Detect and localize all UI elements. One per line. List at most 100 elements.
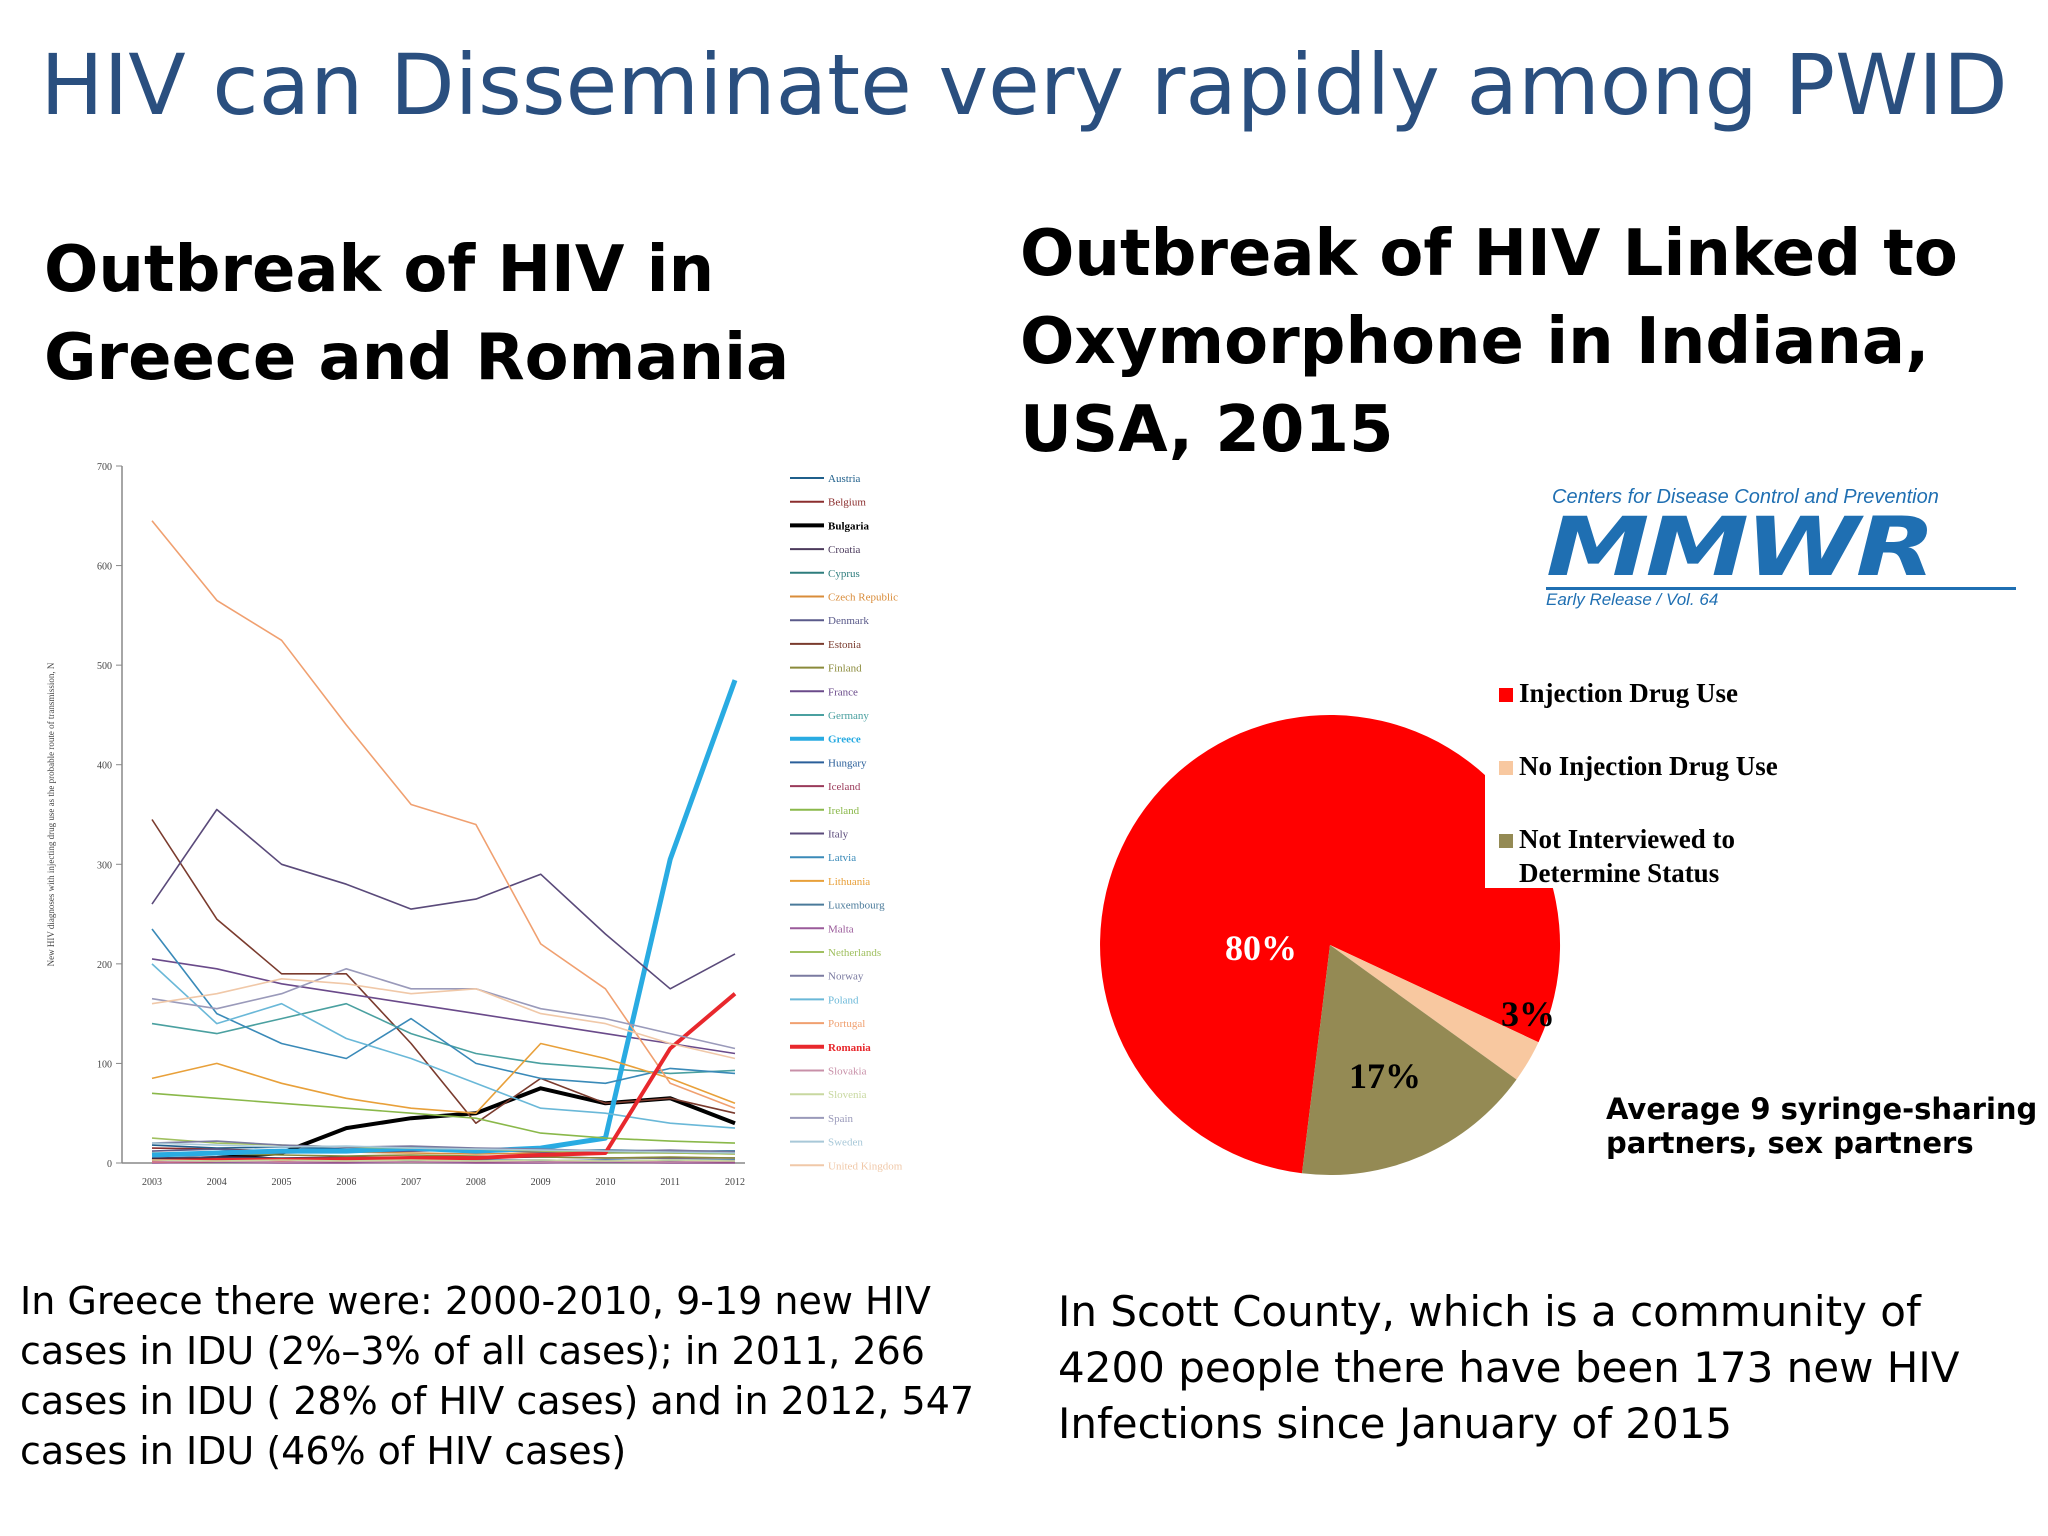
right-heading-line: Oxymorphone in Indiana, [1020,305,1930,379]
series-line [151,1159,736,1162]
legend-label: Greece [828,734,861,746]
pie-note-line: Average 9 syringe-sharing [1606,1092,2038,1126]
x-tick-label: 2007 [401,1177,421,1188]
pie-legend-swatch [1499,688,1513,702]
pie-legend-label: Determine Status [1519,858,1719,888]
x-tick-label: 2004 [207,1177,227,1188]
series-line [151,992,737,1163]
x-tick-label: 2006 [336,1177,356,1188]
legend-label: Bulgaria [828,520,869,532]
legend-label: Poland [828,994,859,1006]
legend-label: Norway [828,971,864,983]
series-line [151,928,736,1085]
legend-label: Ireland [828,805,860,817]
legend-label: Estonia [828,639,861,651]
right-heading: Outbreak of HIV Linked to Oxymorphone in… [1020,210,2020,474]
legend-label: Romania [828,1042,871,1054]
right-body-line: Infections since January of 2015 [1058,1399,1733,1448]
legend-label: Sweden [828,1137,863,1149]
line-chart: 0 100 200 300 400 500 600 700 2003 2004 2005 2006 20… [46,462,903,1188]
pie-data-label: 17% [1349,1056,1421,1096]
left-body-line: cases in IDU ( 28% of HIV cases) and in … [20,1379,975,1423]
mmwr-agency-text: Centers for Disease Control and Preventi… [1552,486,1939,508]
x-tick-label: 2005 [272,1177,292,1188]
legend-label: Austria [828,473,861,485]
legend-label: Slovenia [828,1089,867,1101]
legend-label: Denmark [828,615,869,627]
pie-legend-swatch [1499,761,1513,775]
mmwr-wordmark: MMWR [1546,499,1936,595]
y-axis-label: New HIV diagnoses with injecting drug us… [46,662,56,966]
legend-label: Cyprus [828,568,860,580]
pie-note: Average 9 syringe-sharing partners, sex … [1606,1092,2037,1160]
pie-legend-swatch [1499,834,1513,848]
series-line [151,963,736,1129]
pie-note-line: partners, sex partners [1606,1126,1974,1160]
right-body-line: In Scott County, which is a community of [1058,1287,1921,1336]
series-line [151,1140,736,1153]
x-tick-label: 2012 [725,1177,745,1188]
legend-label: Germany [828,710,869,722]
series-line [151,1160,736,1163]
legend-label: Lithuania [828,876,870,888]
legend-label: Hungary [828,757,867,769]
legend-label: Finland [828,663,862,675]
y-tick-label: 700 [97,462,112,473]
left-body-line: cases in IDU (46% of HIV cases) [20,1429,627,1473]
x-tick-label: 2010 [595,1177,615,1188]
right-body-line: 4200 people there have been 173 new HIV [1058,1343,1960,1392]
left-heading-line: Outbreak of HIV in [44,233,715,307]
series-line [151,1092,736,1144]
left-body-line: In Greece there were: 2000-2010, 9-19 ne… [20,1279,931,1323]
pie-slice [1302,945,1517,1176]
series-line [151,967,736,1050]
left-heading-line: Greece and Romania [44,321,790,395]
pie-data-label: 80% [1225,928,1297,968]
mmwr-release-text: Early Release / Vol. 64 [1546,590,1719,609]
pie-slice [1330,945,1539,1080]
legend-label: Belgium [828,497,866,509]
legend-label: Latvia [828,852,856,864]
left-body-line: cases in IDU (2%–3% of all cases); in 20… [20,1329,925,1373]
left-body-text: In Greece there were: 2000-2010, 9-19 ne… [20,1276,980,1476]
x-tick-label: 2008 [466,1177,486,1188]
mmwr-rule [1546,587,2016,590]
legend-label: Malta [828,923,854,935]
right-heading-line: USA, 2015 [1020,393,1394,467]
legend-label: Luxembourg [828,900,885,912]
y-tick-label: 300 [97,860,112,871]
pie-chart: Injection Drug Use No Injection Drug Use N… [1100,660,1865,1176]
legend-label: Italy [828,829,849,841]
series-line [151,1002,736,1075]
legend-label: Croatia [828,544,860,556]
series-line [151,1042,736,1115]
y-tick-label: 200 [97,960,112,971]
series-line [151,958,736,1055]
pie-legend-box [1485,660,1865,888]
right-body-text: In Scott County, which is a community of… [1058,1284,2018,1452]
legend-label: Slovakia [828,1066,867,1078]
legend-label: Portugal [828,1018,865,1030]
pie-legend-label: Not Interviewed to [1519,824,1735,854]
pie-legend-label: No Injection Drug Use [1519,751,1778,781]
series-line [151,977,736,1060]
series-line [151,1161,735,1164]
legend-label: United Kingdom [828,1160,903,1172]
pie-legend-label: Injection Drug Use [1519,678,1738,708]
x-tick-label: 2009 [531,1177,551,1188]
y-tick-label: 0 [107,1159,112,1170]
series-line [151,819,736,1125]
y-tick-label: 600 [97,562,112,573]
legend-label: Czech Republic [828,592,898,604]
series-line [151,520,736,1109]
series-line [151,679,738,1158]
series-line [151,1142,736,1154]
pie-data-label: 3% [1501,994,1555,1034]
left-heading: Outbreak of HIV in Greece and Romania [44,226,944,402]
y-tick-label: 400 [97,761,112,772]
x-tick-label: 2003 [142,1177,162,1188]
legend-label: Spain [828,1113,854,1125]
right-heading-line: Outbreak of HIV Linked to [1020,217,1958,291]
y-tick-label: 500 [97,661,112,672]
legend-label: Netherlands [828,947,881,959]
